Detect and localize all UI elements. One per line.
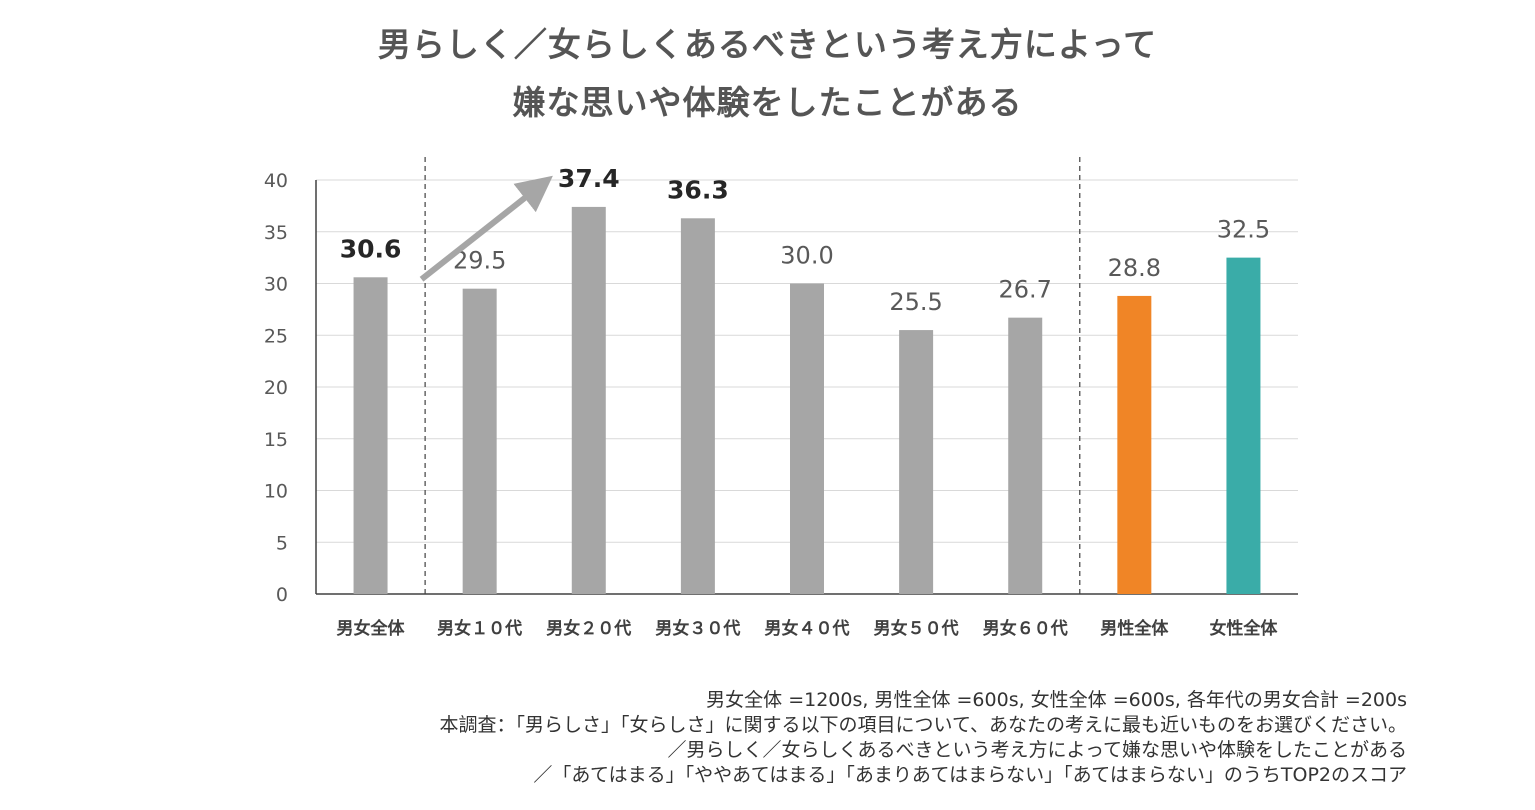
x-tick-label: 男女全体 — [337, 618, 406, 639]
x-tick-label: 男女１０代 — [437, 618, 522, 639]
chart-title-line1: 男らしく／女らしくあるべきという考え方によって — [377, 25, 1158, 64]
bar — [462, 288, 497, 594]
data-label: 26.7 — [999, 276, 1052, 304]
y-tick-label: 5 — [276, 532, 288, 554]
data-label: 36.3 — [667, 175, 729, 204]
x-tick-label: 男女６０代 — [983, 618, 1068, 639]
note-item: ／男らしく／女らしくあるべきという考え方によって嫌な思いや体験をしたことがある — [667, 739, 1407, 761]
x-tick-label: 男女４０代 — [765, 618, 850, 639]
data-label: 32.5 — [1217, 216, 1270, 244]
x-tick-label: 男女２０代 — [546, 618, 631, 639]
data-label: 37.4 — [558, 164, 620, 193]
data-label: 30.6 — [340, 234, 402, 263]
y-tick-label: 40 — [264, 170, 288, 192]
bar — [1226, 257, 1261, 594]
y-tick-label: 0 — [276, 584, 288, 606]
bar — [680, 218, 715, 595]
value-labels: 30.6 29.537.4 36.330.025.5 26.728.832.5 — [340, 164, 1270, 316]
x-tick-label: 女性全体 — [1209, 618, 1278, 639]
y-tick-label: 15 — [264, 429, 288, 451]
chart-annotations — [419, 157, 1081, 594]
x-tick-label: 男性全体 — [1100, 618, 1169, 639]
bar — [1117, 295, 1152, 594]
y-tick-label: 25 — [264, 325, 288, 347]
chart-title-line2: 嫌な思いや体験をしたことがある — [512, 83, 1023, 122]
y-tick-label: 35 — [264, 222, 288, 244]
y-tick-label: 10 — [264, 481, 288, 503]
x-axis-labels: 男女全体 男女１０代 男女２０代 男女３０代 男女４０代 男女５０代 男女６０代 男性全体 女性… — [337, 618, 1279, 639]
bar — [790, 283, 824, 594]
data-label: 30.0 — [780, 242, 833, 270]
data-label: 28.8 — [1108, 254, 1161, 282]
note-scoring: ／「あてはまる」「ややあてはまる」「あまりあてはまらない」「あてはまらない」のう… — [533, 764, 1407, 786]
bar — [1008, 317, 1043, 594]
note-question: 本調査：「男らしさ」「女らしさ」に関する以下の項目について、あなたの考えに最も近… — [439, 714, 1407, 736]
x-tick-label: 男女３０代 — [655, 618, 740, 639]
y-tick-label: 30 — [264, 274, 288, 296]
footnotes: 男女全体 =1200s, 男性全体 =600s, 女性全体 =600s, 各年代… — [440, 688, 1407, 788]
note-sample-sizes: 男女全体 =1200s, 男性全体 =600s, 女性全体 =600s, 各年代… — [706, 689, 1407, 711]
bar — [571, 206, 606, 594]
bar — [899, 330, 934, 594]
bars — [353, 206, 1261, 595]
y-tick-label: 20 — [264, 377, 288, 399]
x-tick-label: 男女５０代 — [874, 618, 959, 639]
bar — [353, 277, 388, 594]
data-label: 25.5 — [889, 288, 942, 316]
trend-arrow — [419, 175, 553, 282]
